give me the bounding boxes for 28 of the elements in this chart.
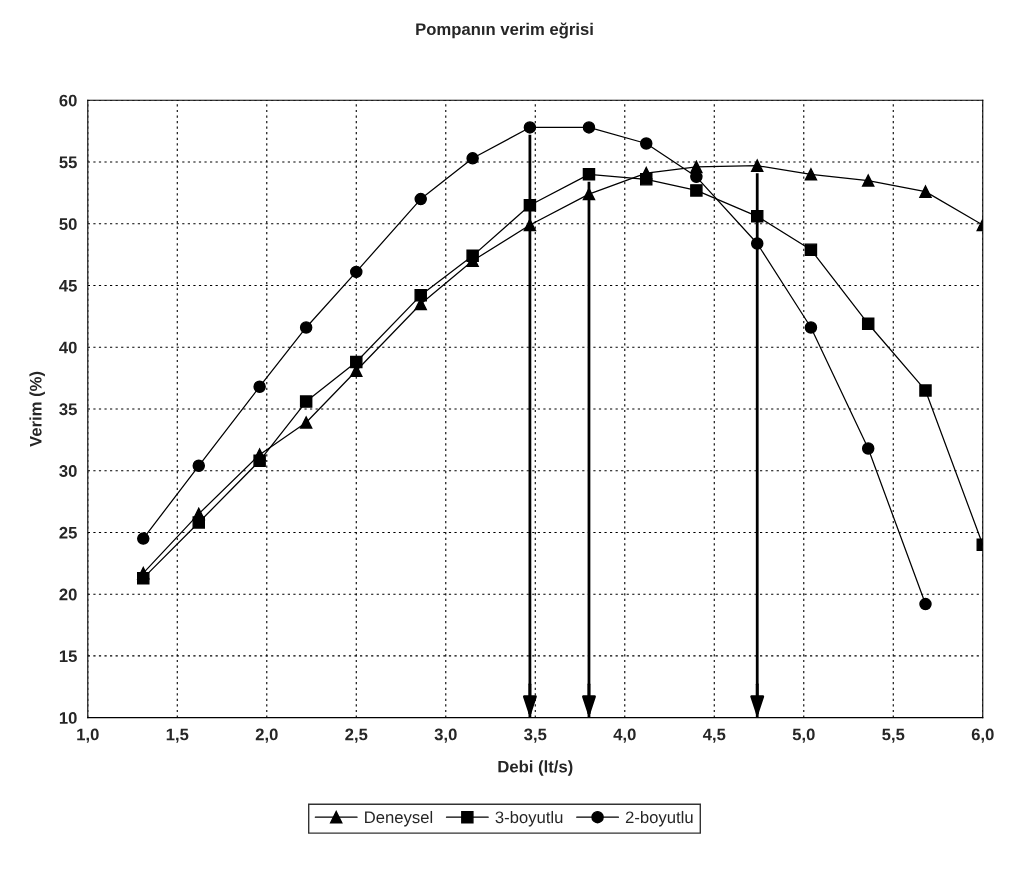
y-tick-label: 45 bbox=[59, 280, 77, 292]
y-tick-label: 40 bbox=[59, 341, 77, 354]
y-tick-label: 60 bbox=[59, 94, 77, 107]
chart-title: Pompanın verim eğrisi bbox=[416, 22, 593, 39]
x-tick-label: 2,5 bbox=[345, 728, 368, 743]
y-tick-label: 35 bbox=[59, 403, 77, 416]
y-tick-label: 20 bbox=[59, 588, 77, 601]
x-tick-label: 5,5 bbox=[882, 728, 905, 743]
y-tick-label: 15 bbox=[59, 650, 77, 663]
y-axis-title: Verim (%) bbox=[29, 371, 45, 447]
x-tick-label: 4,0 bbox=[613, 728, 636, 743]
y-tick-label: 25 bbox=[59, 526, 77, 539]
x-axis-title: Debi (lt/s) bbox=[498, 760, 573, 776]
legend-label: Deneysel bbox=[365, 810, 433, 827]
x-tick-label: 1,5 bbox=[166, 728, 189, 743]
x-tick-label: 5,0 bbox=[792, 728, 815, 743]
y-tick-label: 10 bbox=[59, 712, 77, 724]
y-tick-label: 55 bbox=[59, 156, 77, 169]
x-tick-label: 6,0 bbox=[971, 728, 994, 743]
x-tick-label: 1,0 bbox=[77, 728, 99, 743]
x-tick-label: 3,0 bbox=[434, 728, 457, 743]
y-tick-label: 30 bbox=[59, 465, 77, 477]
y-tick-label: 50 bbox=[59, 218, 77, 230]
legend-label: 2-boyutlu bbox=[625, 810, 693, 827]
x-tick-label: 4,5 bbox=[702, 728, 726, 743]
legend-label: 3-boyutlu bbox=[495, 810, 563, 827]
x-tick-label: 3,5 bbox=[524, 728, 547, 743]
x-tick-label: 2,0 bbox=[255, 728, 278, 743]
